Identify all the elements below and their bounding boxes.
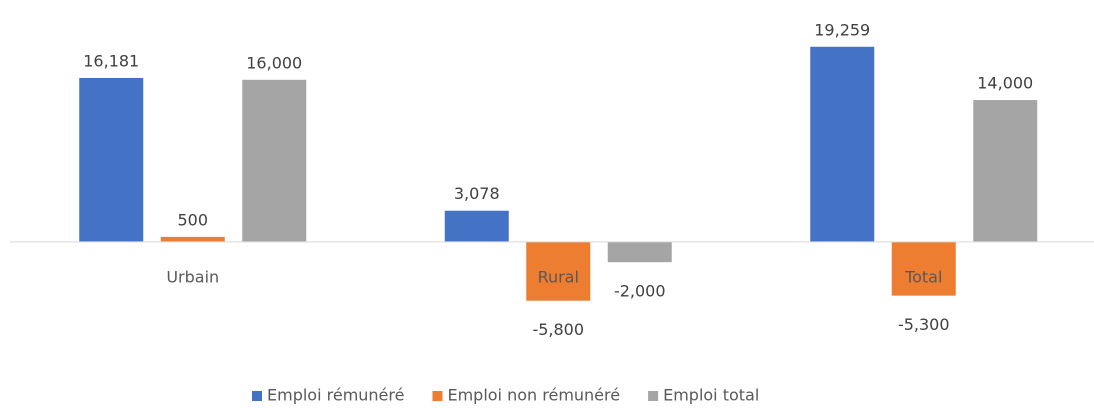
data-label: 16,181 bbox=[83, 51, 139, 70]
legend-label: Emploi total bbox=[663, 386, 759, 405]
legend-label: Emploi rémunéré bbox=[267, 386, 404, 405]
data-label: 14,000 bbox=[977, 74, 1033, 93]
legend-label: Emploi non rémunéré bbox=[447, 386, 620, 405]
bar bbox=[891, 241, 956, 296]
data-label: -2,000 bbox=[614, 282, 666, 301]
bar bbox=[242, 79, 307, 242]
data-label: -5,800 bbox=[532, 320, 584, 339]
bar bbox=[973, 100, 1038, 242]
bar bbox=[160, 236, 225, 242]
data-label: 500 bbox=[177, 210, 208, 229]
data-label: -5,300 bbox=[898, 315, 950, 334]
bar bbox=[444, 210, 509, 242]
legend-swatch bbox=[648, 391, 659, 401]
data-label: 16,000 bbox=[246, 53, 302, 72]
x-tick-label: Urbain bbox=[166, 267, 219, 286]
bar bbox=[526, 241, 591, 301]
bar bbox=[79, 77, 144, 242]
legend-swatch bbox=[432, 391, 443, 401]
x-tick-label: Total bbox=[904, 267, 942, 286]
x-tick-label: Rural bbox=[538, 267, 579, 286]
bar bbox=[810, 46, 875, 242]
data-label: 3,078 bbox=[454, 184, 500, 203]
bar bbox=[607, 241, 672, 263]
legend-swatch bbox=[252, 391, 262, 401]
data-label: 19,259 bbox=[814, 20, 870, 39]
